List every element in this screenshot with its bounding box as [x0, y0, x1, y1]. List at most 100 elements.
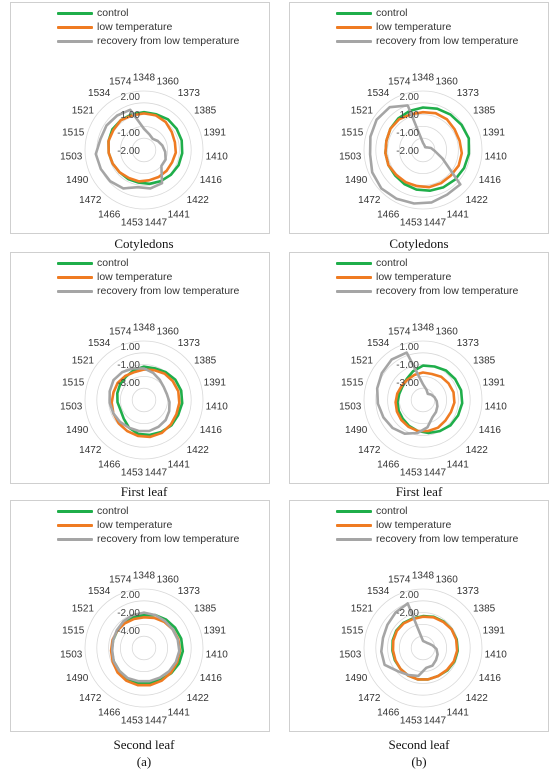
legend: control low temperature recovery from low …	[322, 256, 518, 298]
category-label: 1466	[98, 210, 121, 221]
grid-ring	[375, 102, 471, 198]
category-label: 1410	[206, 650, 229, 661]
category-label: 1515	[62, 378, 85, 389]
legend-swatch	[57, 290, 93, 293]
legend-swatch	[336, 290, 372, 293]
category-label: 1422	[466, 693, 489, 704]
category-label: 1373	[178, 338, 201, 349]
grid-ring	[96, 352, 192, 448]
category-label: 1503	[60, 650, 83, 661]
legend: control low temperature recovery from low …	[43, 6, 239, 48]
category-label: 1391	[204, 626, 227, 637]
legend-item: low temperature	[322, 20, 518, 34]
category-label: 1416	[479, 175, 502, 186]
legend-label: recovery from low temperature	[97, 35, 240, 47]
category-label: 1503	[339, 402, 362, 413]
category-label: 1410	[206, 402, 229, 413]
category-label: 1521	[72, 356, 95, 367]
category-label: 1410	[485, 402, 508, 413]
caption-b3: Second leaf	[388, 737, 450, 752]
legend-swatch	[57, 524, 93, 527]
radial-tick-label: -2.00	[396, 146, 419, 157]
legend-item: low temperature	[43, 270, 239, 284]
category-label: 1515	[341, 128, 364, 139]
category-label: 1410	[206, 152, 229, 163]
grid-ring	[363, 588, 483, 708]
radial-tick-label: -1.00	[396, 360, 419, 371]
caption-a1: Cotyledons	[114, 236, 174, 251]
category-label: 1490	[66, 673, 89, 684]
category-label: 1422	[187, 195, 210, 206]
legend-swatch	[336, 26, 372, 29]
legend-label: control	[376, 505, 408, 517]
radial-tick-label: 1.00	[121, 110, 141, 121]
caption-a3: Second leaf	[113, 737, 175, 752]
category-label: 1515	[62, 626, 85, 637]
legend-item: recovery from low temperature	[322, 284, 518, 298]
category-label: 1385	[194, 106, 217, 117]
legend-item: control	[43, 256, 239, 270]
category-label: 1574	[388, 574, 411, 585]
legend-label: recovery from low temperature	[376, 285, 519, 297]
legend-label: control	[376, 7, 408, 19]
radial-tick-label: -2.00	[117, 608, 140, 619]
legend-swatch	[57, 262, 93, 265]
category-label: 1453	[400, 468, 423, 479]
category-label: 1416	[200, 673, 223, 684]
legend-item: low temperature	[322, 270, 518, 284]
radar-chart-panel: 1348 1360 1373 1385 1391 1410 1416 1422 1441 1447…	[289, 252, 549, 484]
category-label: 1515	[341, 378, 364, 389]
grid-ring	[131, 387, 157, 413]
category-label: 1534	[367, 338, 390, 349]
category-label: 1360	[436, 574, 459, 585]
category-label: 1447	[424, 468, 447, 479]
category-label: 1391	[483, 128, 506, 139]
series-line	[391, 615, 459, 681]
category-label: 1422	[187, 693, 210, 704]
category-label: 1385	[473, 106, 496, 117]
category-label: 1441	[447, 460, 470, 471]
grid-ring	[410, 387, 436, 413]
radar-chart-panel: 1348 1360 1373 1385 1391 1410 1416 1422 1441 1447…	[289, 2, 549, 234]
series-line	[107, 112, 178, 183]
category-label: 1466	[377, 460, 400, 471]
grid-ring	[363, 90, 483, 210]
category-label: 1360	[157, 574, 180, 585]
series-line	[108, 367, 171, 433]
category-label: 1441	[168, 708, 191, 719]
category-label: 1416	[200, 175, 223, 186]
category-label: 1534	[88, 338, 111, 349]
category-label: 1453	[121, 218, 144, 229]
legend-swatch	[57, 538, 93, 541]
category-label: 1490	[66, 175, 89, 186]
category-label: 1453	[400, 218, 423, 229]
radar-chart-panel: 1348 1360 1373 1385 1391 1410 1416 1422 1441 1447…	[10, 252, 270, 484]
legend-swatch	[57, 26, 93, 29]
legend-label: low temperature	[97, 271, 173, 283]
category-label: 1472	[358, 693, 381, 704]
category-label: 1385	[473, 604, 496, 615]
legend-item: control	[322, 504, 518, 518]
grid-ring	[84, 588, 204, 708]
category-label: 1373	[457, 338, 480, 349]
legend-swatch	[336, 276, 372, 279]
category-label: 1472	[79, 195, 102, 206]
category-label: 1348	[133, 73, 156, 84]
category-label: 1373	[457, 586, 480, 597]
category-label: 1521	[72, 106, 95, 117]
grid-ring	[84, 340, 204, 460]
series-line	[116, 365, 184, 437]
category-label: 1447	[145, 218, 168, 229]
grid-ring	[399, 624, 448, 673]
grid-ring	[375, 352, 471, 448]
legend-item: control	[322, 6, 518, 20]
category-label: 1453	[400, 716, 423, 727]
category-label: 1453	[121, 716, 144, 727]
legend-swatch	[336, 262, 372, 265]
category-label: 1422	[187, 445, 210, 456]
legend-swatch	[57, 510, 93, 513]
legend-item: recovery from low temperature	[322, 34, 518, 48]
legend-item: low temperature	[322, 518, 518, 532]
legend-label: low temperature	[376, 271, 452, 283]
